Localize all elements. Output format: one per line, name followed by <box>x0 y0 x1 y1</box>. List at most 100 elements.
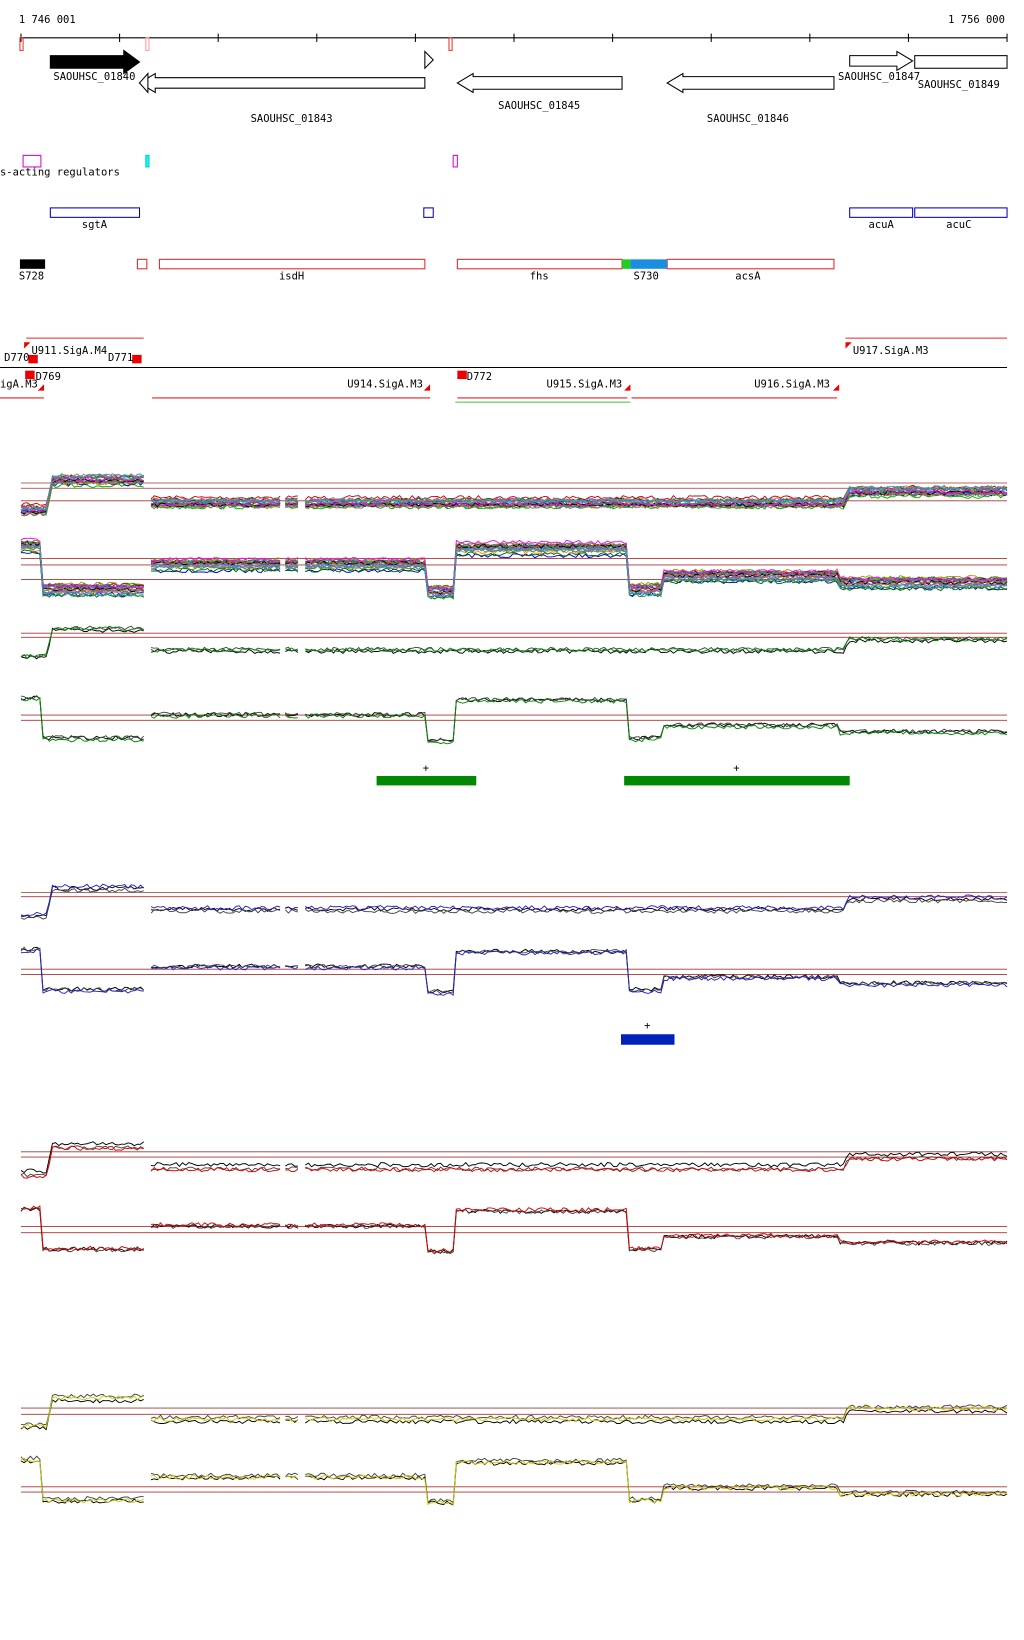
expression-profile <box>20 479 144 517</box>
expression-profile <box>304 539 1008 592</box>
expression-profile <box>150 965 281 971</box>
ruler-markers <box>19 37 453 51</box>
segment-bar <box>624 775 850 786</box>
expression-profile <box>285 906 298 911</box>
gene-label: SAOUHSC_01849 <box>918 79 1000 91</box>
promoter-label: U911.SigA.M4 <box>31 345 107 357</box>
expression-profile <box>150 497 281 503</box>
expression-profile <box>150 647 281 653</box>
expression-profile <box>305 1404 1008 1420</box>
expression-profile <box>150 963 281 969</box>
expression-profile <box>20 696 144 743</box>
feature <box>622 259 631 269</box>
expression-profile <box>20 472 145 511</box>
feature <box>630 259 668 269</box>
expression-profile <box>305 1457 1008 1504</box>
promoter-label: D771 <box>108 352 133 364</box>
expression-profile <box>150 1414 281 1420</box>
promoter-lines <box>0 337 1008 399</box>
expression-profile <box>151 1222 281 1228</box>
feature <box>19 259 46 269</box>
expression-profile <box>150 646 281 652</box>
promoter-label: D772 <box>467 371 492 383</box>
expression-profile <box>305 1460 1008 1506</box>
expression-profile <box>150 499 281 505</box>
regulator <box>22 154 42 168</box>
expression-profile <box>305 948 1008 995</box>
gene-label: SAOUHSC_01843 <box>251 113 333 125</box>
expression-profile <box>285 1475 299 1480</box>
expression-profile <box>285 506 299 509</box>
expression-profile <box>20 625 144 659</box>
expression-profile <box>285 499 299 505</box>
expression-profile <box>284 712 299 717</box>
expression-profile <box>304 1209 1008 1255</box>
expression-profile <box>20 883 145 917</box>
feature-boxes <box>136 258 835 270</box>
ruler-ticks <box>20 33 1008 42</box>
feature-label: fhs <box>530 270 549 282</box>
expression-profile <box>20 1455 144 1502</box>
segment-sign: + <box>733 763 739 775</box>
expression-profile <box>150 556 281 562</box>
expression-profile <box>285 646 299 652</box>
expression-profile <box>20 1141 145 1174</box>
expression-profile <box>150 1162 281 1168</box>
expression-profile <box>20 626 145 660</box>
segment-sign: + <box>644 1020 650 1032</box>
ruler-end: 1 756 000 <box>948 14 1005 26</box>
expression-profile <box>285 561 299 566</box>
gene-arrows <box>49 49 1008 94</box>
expression-profile <box>151 503 281 510</box>
expression-profile <box>305 948 1008 994</box>
expression-profile <box>150 1474 281 1480</box>
expression-profile <box>150 501 281 507</box>
expression-profile <box>305 950 1008 996</box>
gene-label: SAOUHSC_01845 <box>498 100 580 112</box>
expression-profile <box>284 1472 299 1478</box>
expression-profile <box>305 485 1008 504</box>
annotation-label: acuA <box>869 219 895 231</box>
expression-profile <box>20 694 145 741</box>
expression-profile <box>150 1223 281 1229</box>
expression-profile <box>305 697 1008 742</box>
expression-profile <box>20 478 144 515</box>
expression-profile <box>305 896 1008 912</box>
expression-profile <box>285 1415 299 1420</box>
promoter-label: U915.SigA.M3 <box>547 378 623 390</box>
promoter-label: U914.SigA.M3 <box>347 378 423 390</box>
expression-profile <box>285 1419 299 1423</box>
expression-profile <box>305 1207 1008 1253</box>
expression-profile <box>20 544 144 597</box>
expression-profile <box>20 476 145 513</box>
expression-profile <box>150 1166 281 1173</box>
segment-bar <box>376 775 477 786</box>
promoter-label: igA.M3 <box>0 378 38 390</box>
gene-label: SAOUHSC_01840 <box>53 71 135 83</box>
expression-profile <box>285 557 299 563</box>
expression-profile <box>20 1207 144 1253</box>
expression-profile <box>304 698 1008 745</box>
feature-label: S730 <box>634 270 659 282</box>
expression-profile <box>150 711 281 717</box>
promoter-label: U916.SigA.M3 <box>754 378 830 390</box>
regulator <box>452 154 458 168</box>
expression-profile <box>305 898 1008 915</box>
browser-content: 1 746 001 1 756 000 SAOUHSC_01840 SAOUHS… <box>0 14 1008 1506</box>
promoter-label: D770 <box>4 352 29 364</box>
promoter-marks <box>24 342 852 391</box>
expression-profile <box>20 1395 144 1429</box>
expression-profile <box>285 565 299 569</box>
expression-profile <box>285 714 298 719</box>
promoter-label: D769 <box>36 371 61 383</box>
ruler-start: 1 746 001 <box>19 14 76 26</box>
expression-profile <box>285 1163 298 1167</box>
expression-profile <box>150 711 281 717</box>
expression-profile <box>285 1418 298 1422</box>
expression-profile <box>285 559 299 563</box>
expression-profile <box>150 905 281 911</box>
expression-profile <box>285 647 299 652</box>
gene-label: SAOUHSC_01846 <box>707 113 789 125</box>
expression-profile <box>150 1416 281 1422</box>
